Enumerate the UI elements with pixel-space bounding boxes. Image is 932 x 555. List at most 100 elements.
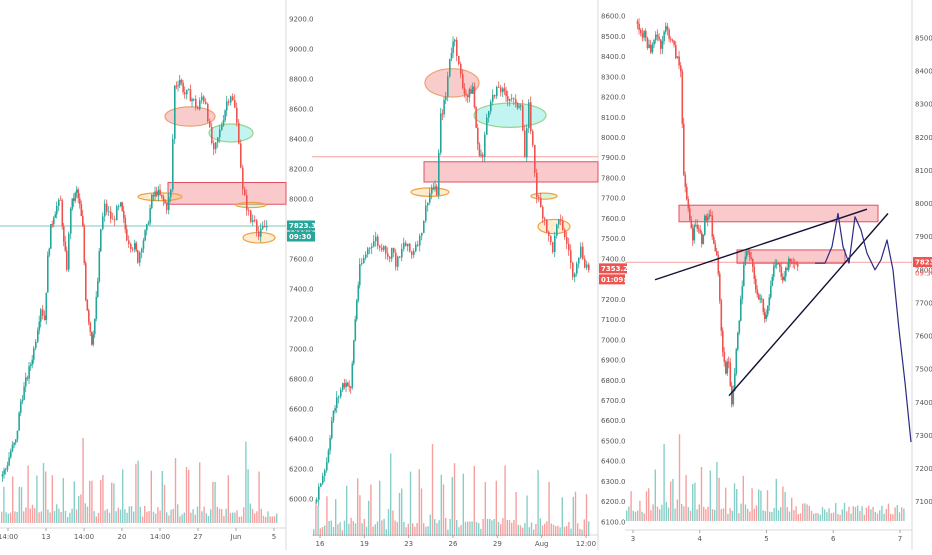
candle-body — [336, 397, 338, 408]
x-tick-label: 4 — [698, 535, 703, 543]
candle-body — [389, 256, 391, 259]
candle-body — [463, 87, 466, 95]
candle-body — [61, 200, 64, 227]
y-tick-label: 7500.0 — [915, 366, 932, 374]
candle-body — [441, 113, 444, 115]
y-tick-label: 8100.0 — [601, 114, 626, 122]
candle-body — [154, 191, 156, 197]
volume-bar — [742, 475, 744, 521]
highlight-ellipse — [424, 68, 480, 98]
volume-bar — [271, 516, 273, 523]
volume-bar — [188, 469, 190, 523]
candle-body — [661, 41, 664, 49]
candle-body — [421, 232, 423, 236]
volume-bar — [482, 518, 484, 536]
volume-bar — [870, 509, 872, 521]
candle-body — [10, 451, 12, 458]
candle-body — [516, 102, 519, 108]
candle-body — [434, 186, 436, 190]
volume-bar — [368, 500, 370, 536]
candle-body — [31, 359, 34, 365]
candle-body — [468, 89, 471, 98]
volume-bar — [376, 521, 379, 536]
volume-bar — [363, 518, 365, 536]
candle-body — [747, 251, 750, 253]
volume-bar — [194, 514, 196, 523]
volume-bar — [876, 513, 879, 521]
volume-bar — [806, 504, 808, 521]
highlight-ellipse — [164, 106, 216, 127]
volume-bar — [705, 509, 707, 521]
candle-body — [320, 483, 322, 487]
volume-bar — [632, 510, 634, 521]
candle-body — [74, 192, 77, 201]
candle-body — [230, 96, 232, 103]
candle-body — [526, 128, 528, 158]
candle-body — [15, 439, 17, 443]
candle-body — [334, 407, 336, 411]
volume-bar — [381, 520, 383, 536]
candle-body — [70, 208, 72, 234]
volume-bar — [751, 488, 753, 521]
candle-body — [50, 224, 52, 249]
volume-bar — [670, 481, 672, 521]
volume-bar — [273, 516, 276, 523]
candle-body — [509, 99, 511, 101]
volume-bar — [824, 509, 826, 521]
volume-bar — [879, 510, 881, 521]
candle-body — [528, 102, 530, 129]
candle-body — [329, 438, 331, 451]
volume-bar — [412, 523, 414, 536]
volume-bar — [456, 519, 458, 536]
candle-body — [752, 258, 754, 267]
candle-body — [385, 246, 387, 254]
candle-body — [146, 224, 148, 231]
volume-bar — [630, 491, 632, 521]
candle-body — [407, 243, 409, 247]
candle-body — [213, 142, 215, 150]
candle-body — [164, 200, 166, 204]
volume-bar — [119, 509, 122, 523]
candle-body — [500, 87, 502, 93]
candle-body — [788, 258, 790, 270]
candle-body — [326, 462, 328, 471]
volume-bar — [694, 482, 696, 521]
candle-body — [54, 214, 57, 218]
candle-body — [707, 217, 709, 221]
y-tick-label: 8500.0 — [915, 34, 932, 42]
volume-bar — [398, 492, 401, 536]
candle-body — [486, 117, 488, 135]
volume-bar — [874, 511, 876, 521]
candle-body — [391, 247, 393, 259]
candle-body — [576, 263, 578, 274]
candle-body — [673, 40, 675, 45]
volume-bar — [5, 512, 7, 523]
volume-bar — [563, 526, 566, 536]
y-tick-label: 8400.0 — [915, 68, 932, 76]
volume-bar — [423, 523, 425, 536]
volume-bar — [115, 511, 117, 523]
candle-body — [524, 130, 526, 158]
volume-bar — [588, 521, 590, 536]
candle-body — [8, 457, 10, 466]
candle-body — [415, 244, 417, 252]
volume-bar — [555, 526, 557, 536]
volume-bar — [733, 483, 736, 521]
candle-body — [35, 341, 37, 349]
volume-bar — [31, 504, 34, 523]
volume-bar — [91, 480, 93, 523]
volume-bar — [898, 512, 901, 521]
volume-bar — [416, 523, 418, 536]
candle-body — [152, 194, 155, 197]
y-tick-label: 6500.0 — [601, 437, 626, 445]
chart-panel-3: 8500.0 8400.0 8300.0 8200.0 8100.0 8000.0 7900… — [625, 0, 932, 550]
candle-body — [795, 263, 798, 265]
y-tick-label: 6800.0 — [289, 376, 314, 384]
volume-bar — [692, 484, 694, 521]
candle-body — [347, 382, 349, 386]
volume-bar — [243, 507, 245, 523]
volume-bar — [892, 514, 894, 521]
candle-body — [477, 127, 479, 145]
candle-body — [161, 194, 163, 197]
volume-bar — [890, 513, 892, 521]
